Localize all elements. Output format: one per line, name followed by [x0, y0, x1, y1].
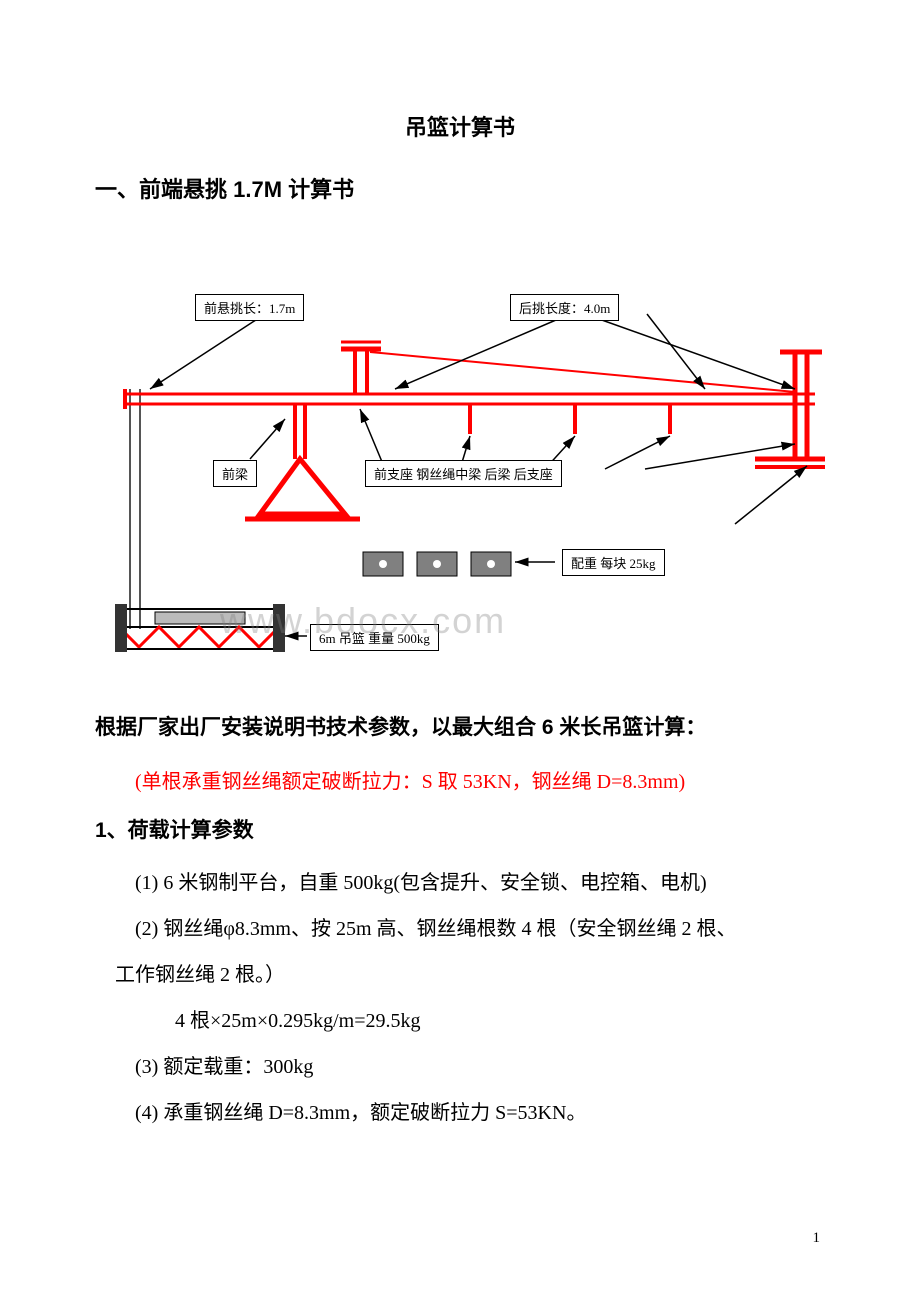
intro-paragraph: 根据厂家出厂安装说明书技术参数，以最大组合 6 米长吊篮计算：: [95, 709, 825, 747]
page-title: 吊篮计算书: [95, 110, 825, 142]
item-2c: 4 根×25m×0.295kg/m=29.5kg: [95, 1000, 825, 1042]
item-1: (1) 6 米钢制平台，自重 500kg(包含提升、安全锁、电控箱、电机): [95, 862, 825, 904]
label-rear-length: 后挑长度：4.0m: [510, 294, 619, 321]
label-front-beam: 前梁: [213, 460, 257, 487]
label-weight-block: 配重 每块 25kg: [562, 549, 665, 576]
label-basket: 6m 吊篮 重量 500kg: [310, 624, 439, 651]
page-number: 1: [813, 1230, 821, 1247]
subheading-1: 1、荷载计算参数: [95, 814, 825, 844]
suspension-diagram: 前悬挑长：1.7m 后挑长度：4.0m 前梁 前支座 钢丝绳中梁 后梁 后支座 …: [95, 244, 825, 664]
label-front-overhang: 前悬挑长：1.7m: [195, 294, 304, 321]
red-note: (单根承重钢丝绳额定破断拉力：S 取 53KN，钢丝绳 D=8.3mm): [95, 765, 825, 794]
item-2b: 工作钢丝绳 2 根。）: [95, 954, 825, 996]
item-2a: (2) 钢丝绳φ8.3mm、按 25m 高、钢丝绳根数 4 根（安全钢丝绳 2 …: [95, 908, 825, 950]
item-4: (4) 承重钢丝绳 D=8.3mm，额定破断拉力 S=53KN。: [95, 1092, 825, 1134]
item-3: (3) 额定载重：300kg: [95, 1046, 825, 1088]
label-mid-parts: 前支座 钢丝绳中梁 后梁 后支座: [365, 460, 562, 487]
section-heading-1: 一、前端悬挑 1.7M 计算书: [95, 172, 825, 204]
